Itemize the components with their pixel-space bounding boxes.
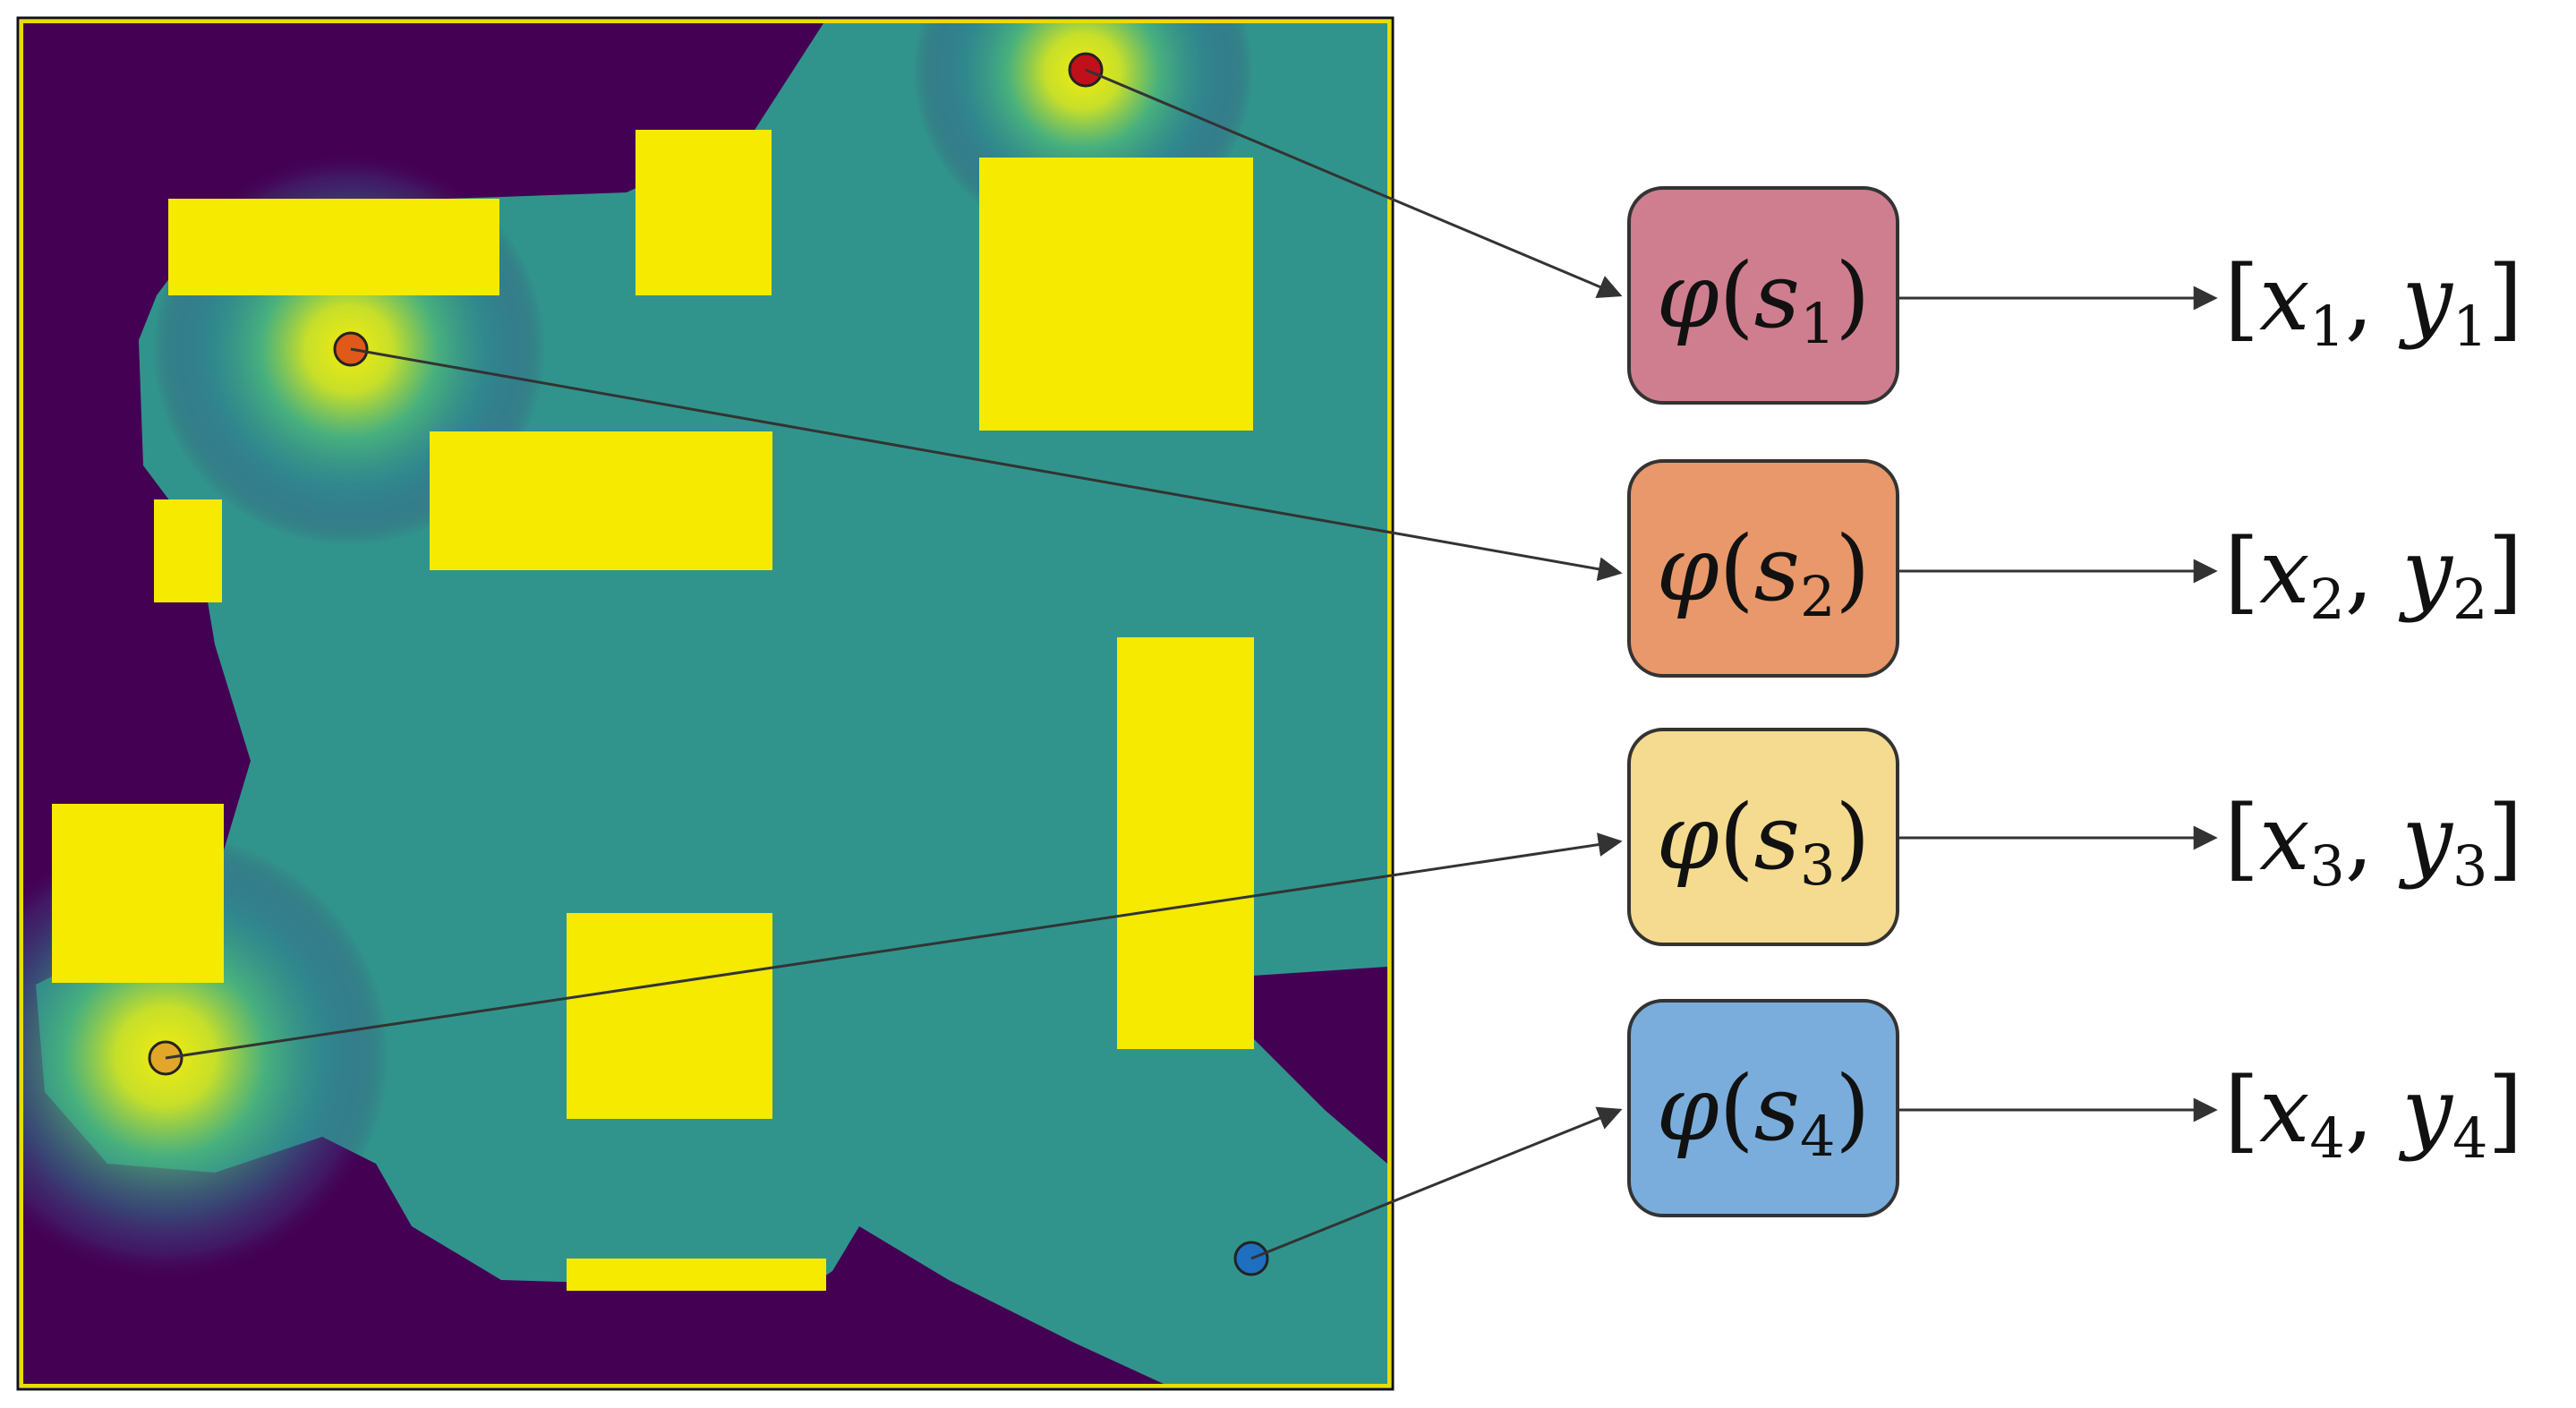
encoder-label: φ(s1)	[1657, 243, 1871, 356]
connector-s4	[1250, 1106, 1623, 1260]
output-arrows	[1899, 286, 2218, 1122]
connector-s3	[165, 832, 1623, 1060]
connector-s1	[1085, 68, 1623, 298]
obstacle	[430, 431, 772, 570]
output-label-s2: [x2, y2]	[2224, 519, 2522, 632]
encoder-box-s3: φ(s3)	[1627, 728, 1899, 946]
map-border	[20, 20, 1391, 1387]
encoder-box-bg	[1627, 459, 1899, 678]
connector-s2	[350, 347, 1623, 582]
encoder-label: φ(s4)	[1657, 1056, 1871, 1169]
encoder-label: φ(s2)	[1657, 516, 1871, 629]
obstacle	[567, 913, 772, 1119]
encoder-box-s1: φ(s1)	[1627, 186, 1899, 405]
obstacle	[635, 130, 772, 295]
obstacle	[979, 158, 1253, 431]
obstacles	[52, 130, 1254, 1291]
occupancy-map	[23, 23, 1387, 1384]
output-label-s4: [x4, y4]	[2224, 1058, 2522, 1171]
outputs: [x1, y1] [x2, y2] [x3, y3] [x4, y4]	[2224, 246, 2522, 1171]
encoder-label: φ(s3)	[1657, 785, 1871, 898]
output-label-s3: [x3, y3]	[2224, 786, 2522, 899]
encoder-box-bg	[1627, 999, 1899, 1217]
obstacle	[154, 499, 222, 602]
map-frame	[16, 16, 1395, 1391]
connectors	[165, 68, 1623, 1260]
output-label-s1: [x1, y1]	[2224, 246, 2522, 359]
encoder-box-bg	[1627, 728, 1899, 946]
encoder-boxes: φ(s1) φ(s2) φ(s3) φ(s4)	[1627, 186, 1899, 1217]
obstacle	[567, 1259, 826, 1291]
obstacle	[52, 804, 224, 983]
encoder-box-s2: φ(s2)	[1627, 459, 1899, 678]
obstacle	[168, 199, 499, 295]
encoder-box-s4: φ(s4)	[1627, 999, 1899, 1217]
obstacle	[1117, 637, 1254, 1049]
encoder-box-bg	[1627, 186, 1899, 405]
